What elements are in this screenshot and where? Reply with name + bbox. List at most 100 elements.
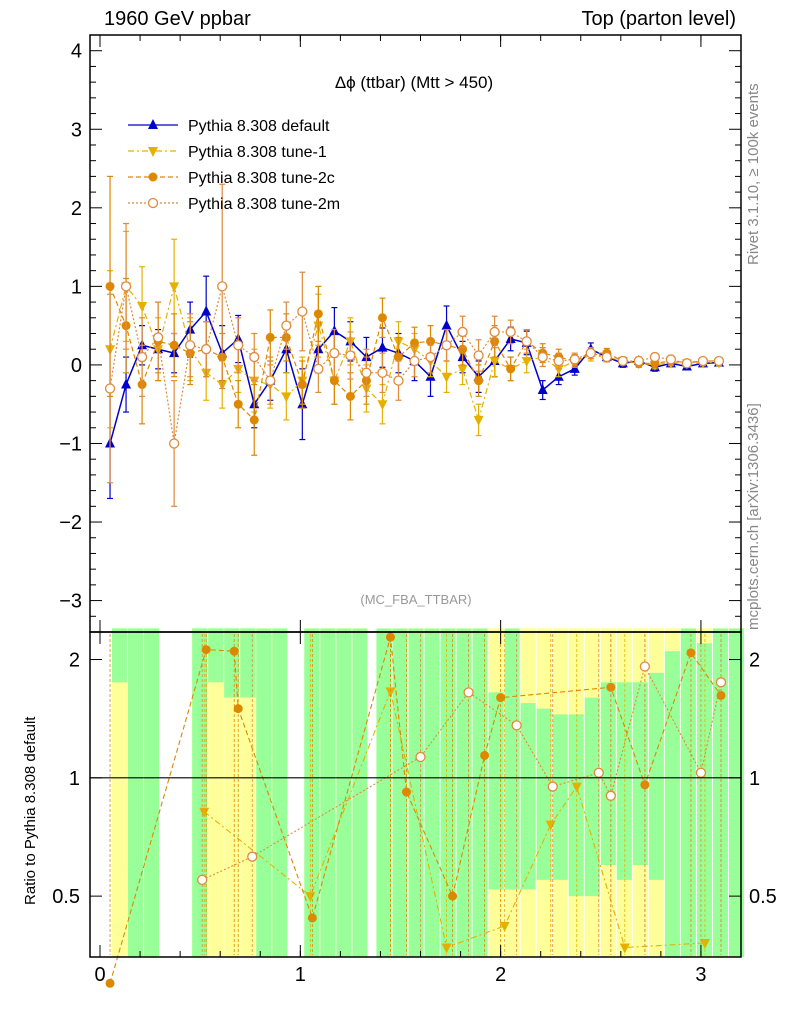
ratio-tick-label-right: 2 xyxy=(749,650,760,672)
data-point xyxy=(233,340,244,351)
legend: Pythia 8.308 default Pythia 8.308 tune-1 P… xyxy=(128,118,340,213)
data-point xyxy=(617,355,628,367)
ratio-point xyxy=(695,767,707,778)
data-point xyxy=(458,344,468,354)
y-tick-label: 0 xyxy=(71,355,82,377)
data-point xyxy=(297,380,307,390)
data-point xyxy=(249,376,260,387)
data-point xyxy=(105,281,115,291)
ratio-band-green xyxy=(272,628,288,957)
legend-label: Pythia 8.308 tune-2m xyxy=(188,196,340,213)
data-point xyxy=(137,302,148,313)
ratio-tick-label-left: 1 xyxy=(69,768,80,790)
ratio-band-green xyxy=(696,643,712,957)
ratio-band-green xyxy=(408,628,424,957)
ratio-point xyxy=(699,938,710,949)
data-point xyxy=(441,372,452,383)
ratio-point xyxy=(229,646,239,656)
data-point xyxy=(473,350,484,361)
data-point xyxy=(506,364,516,374)
ratio-band-green xyxy=(256,628,272,957)
data-point xyxy=(249,415,259,425)
ratio-band-green xyxy=(128,628,144,957)
ratio-point xyxy=(247,851,258,862)
data-point xyxy=(345,391,355,401)
ratio-band-yellow xyxy=(240,628,256,957)
data-point xyxy=(377,313,387,323)
data-point xyxy=(505,326,516,338)
data-point xyxy=(393,352,403,362)
ratio-tick-label-left: 2 xyxy=(69,650,80,672)
data-point xyxy=(265,332,275,342)
ratio-point xyxy=(480,750,490,760)
data-point xyxy=(361,367,372,378)
legend-label: Pythia 8.308 default xyxy=(188,118,330,135)
data-point xyxy=(201,305,212,316)
ratio-point xyxy=(639,661,651,672)
data-point xyxy=(169,340,179,350)
data-point xyxy=(201,344,212,355)
legend-marker xyxy=(148,147,158,157)
legend-marker xyxy=(147,197,159,209)
ratio-band-green xyxy=(440,628,456,957)
ratio-point xyxy=(571,782,582,793)
ratio-band-green xyxy=(456,628,472,957)
legend-marker xyxy=(148,172,158,182)
data-point xyxy=(409,355,420,367)
analysis-watermark: (MC_FBA_TTBAR) xyxy=(360,592,471,607)
ratio-point xyxy=(441,943,452,954)
data-point xyxy=(233,399,243,409)
data-point xyxy=(377,367,388,378)
ratio-band-green xyxy=(664,651,680,957)
ratio-point xyxy=(605,790,616,801)
ratio-band-green xyxy=(712,628,728,957)
ratio-band-green xyxy=(504,628,520,890)
ratio-point xyxy=(105,978,115,988)
data-point xyxy=(521,336,532,347)
ratio-band-yellow xyxy=(208,628,224,957)
data-point xyxy=(313,309,323,319)
ratio-band-green xyxy=(680,628,696,957)
legend-label: Pythia 8.308 tune-1 xyxy=(188,144,327,161)
data-point xyxy=(121,378,132,389)
data-point xyxy=(665,354,677,365)
data-point xyxy=(345,350,356,361)
y-tick-label: 4 xyxy=(71,41,82,63)
data-point xyxy=(168,438,180,449)
data-point xyxy=(537,384,548,395)
ratio-band-green xyxy=(304,628,320,957)
plot-title: Δϕ (ttbar) (Mtt > 450) xyxy=(335,73,493,92)
data-point xyxy=(217,281,228,292)
data-point xyxy=(104,383,116,394)
data-point xyxy=(473,415,484,426)
ratio-band-green xyxy=(224,628,240,698)
axis-ticks: 4 3 2 1 0 −1 −2 −3 0 1 2 3 2 2 1 1 0.5 0.5 xyxy=(52,35,777,986)
ratio-band-green xyxy=(208,628,224,683)
data-point xyxy=(152,332,164,343)
ratio-band-green xyxy=(320,628,336,957)
ratio-point xyxy=(401,787,411,797)
data-point xyxy=(441,340,452,351)
data-point xyxy=(169,282,180,293)
ratio-point xyxy=(686,648,696,658)
ratio-point xyxy=(511,720,522,731)
data-point xyxy=(537,351,548,363)
data-point xyxy=(120,281,132,292)
data-point xyxy=(601,351,612,363)
x-tick-label: 0 xyxy=(94,964,105,986)
data-point xyxy=(713,355,725,367)
ratio-band-green xyxy=(552,714,568,880)
data-point xyxy=(681,358,693,369)
data-point xyxy=(474,376,484,386)
ratio-point xyxy=(499,921,510,932)
ratio-band-green xyxy=(488,692,504,890)
y-tick-label: −1 xyxy=(59,433,82,455)
ratio-band-green xyxy=(648,672,664,880)
data-point xyxy=(265,375,276,386)
ratio-point xyxy=(415,751,426,763)
data-point xyxy=(697,355,709,367)
y-tick-label: 1 xyxy=(71,276,82,298)
data-point xyxy=(329,376,339,386)
ratio-tick-label-right: 1 xyxy=(749,768,760,790)
